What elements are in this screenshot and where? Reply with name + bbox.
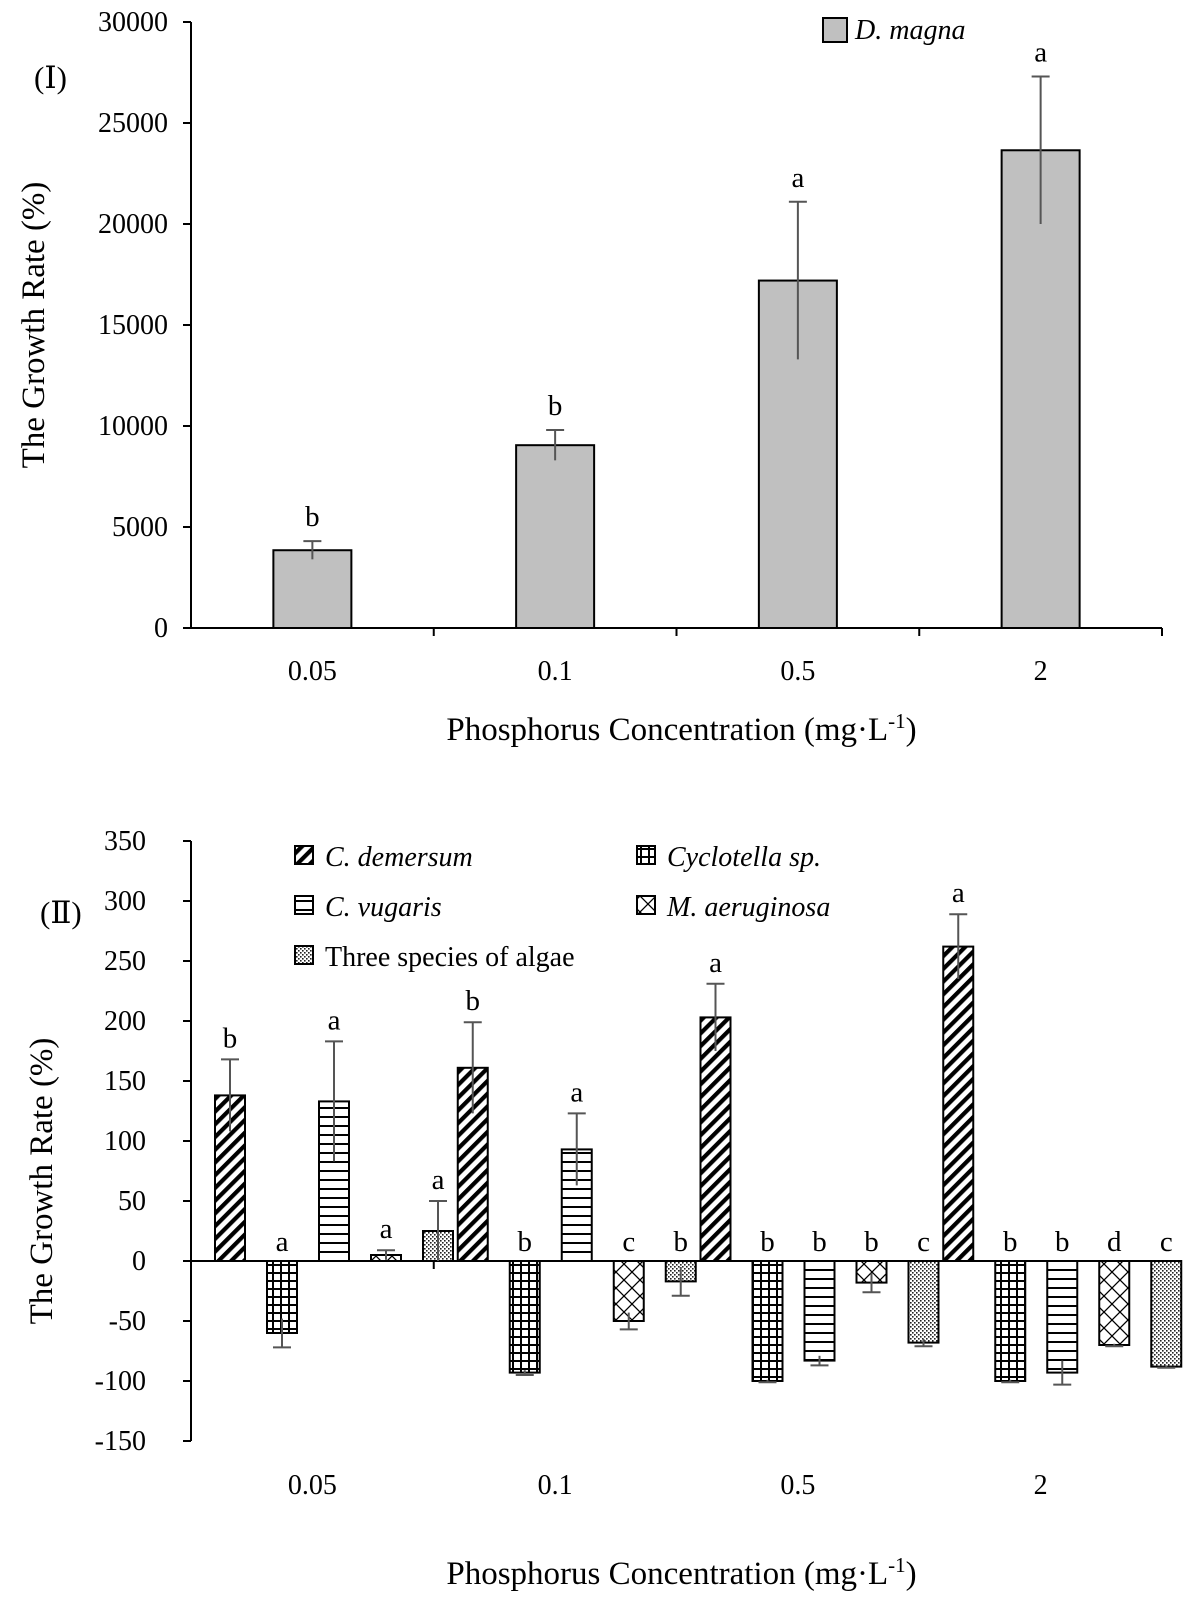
x-axis-label-main: Phosphorus Concentration (mg·L	[446, 712, 888, 748]
bar-crosshatch	[612, 1260, 645, 1322]
significance-letter: b	[674, 1226, 689, 1258]
significance-letter: a	[709, 947, 722, 979]
x-tick-label: 0.5	[780, 1470, 815, 1501]
bar-solid	[272, 549, 353, 629]
significance-letter: b	[1055, 1226, 1070, 1258]
legend-label: D. magna	[854, 15, 965, 46]
x-axis-label-main: Phosphorus Concentration (mg·L	[446, 1556, 888, 1592]
chart-panel-2: (Ⅱ) -150 -100 -50 0 50 100 150 200 250 300 350 0.05 0…	[24, 826, 1183, 1592]
y-tick-label: -50	[109, 1306, 146, 1337]
y-tick-label: 300	[104, 886, 146, 917]
bar-crosshatch	[1098, 1260, 1131, 1346]
legend-swatch	[294, 945, 314, 965]
legend-label: Three species of algae	[325, 942, 575, 973]
y-tick-label: 100	[104, 1126, 146, 1157]
y-tick-label: 5000	[112, 512, 168, 543]
x-tick-label: 0.1	[538, 656, 573, 687]
bar-horizontal	[1046, 1260, 1079, 1374]
significance-letter: a	[432, 1164, 445, 1196]
significance-letter: a	[1034, 37, 1047, 69]
legend-label: M. aeruginosa	[666, 892, 830, 923]
y-tick-label: 200	[104, 1006, 146, 1037]
significance-letter: d	[1107, 1226, 1122, 1258]
panel-label: (Ⅰ)	[34, 60, 67, 95]
y-axis-label: The Growth Rate (%)	[24, 1038, 60, 1325]
significance-letter: b	[812, 1226, 827, 1258]
bar-diagonal	[942, 945, 975, 1262]
significance-letter: b	[305, 501, 320, 533]
significance-letter: a	[570, 1076, 583, 1108]
significance-letter: a	[380, 1213, 393, 1245]
x-tick-label: 0.5	[780, 656, 815, 687]
x-tick-label: 0.1	[538, 1470, 573, 1501]
y-tick-label: 20000	[98, 209, 168, 240]
x-axis-label: Phosphorus Concentration (mg·L-1)	[446, 709, 916, 748]
y-tick-label: 150	[104, 1066, 146, 1097]
y-tick-label: -100	[95, 1366, 146, 1397]
significance-letter: a	[328, 1004, 341, 1036]
significance-letter: c	[917, 1226, 930, 1258]
x-tick-label: 2	[1034, 656, 1048, 687]
significance-letter: b	[548, 390, 563, 422]
x-axis-label-superscript: -1	[888, 709, 906, 733]
y-tick-label: 0	[154, 613, 168, 644]
y-tick-label: 30000	[98, 7, 168, 38]
x-axis-label-superscript: -1	[888, 1553, 906, 1577]
bar-dots	[907, 1260, 940, 1344]
significance-letter: b	[223, 1022, 238, 1054]
x-tick-label: 0.05	[288, 656, 337, 687]
y-tick-label: 0	[132, 1246, 146, 1277]
significance-letter: c	[622, 1226, 635, 1258]
significance-letter: a	[952, 877, 965, 909]
significance-letter: a	[791, 162, 804, 194]
panel-label: (Ⅱ)	[40, 895, 82, 930]
chart-panel-1: (Ⅰ) 0 5000 10000 15000 20000 25000 30000 0.05 0.1…	[16, 7, 1163, 748]
bar-dots	[1150, 1260, 1183, 1368]
x-axis-label: Phosphorus Concentration (mg·L-1)	[446, 1553, 916, 1592]
x-axis-label-close: )	[906, 1556, 917, 1592]
x-tick-label: 2	[1034, 1470, 1048, 1501]
significance-letter: c	[1160, 1226, 1173, 1258]
y-tick-label: 25000	[98, 108, 168, 139]
legend-swatch	[822, 17, 848, 43]
bar-horizontal	[803, 1260, 836, 1362]
y-axis-label: The Growth Rate (%)	[16, 182, 52, 469]
legend-swatch	[294, 895, 314, 915]
x-axis-label-close: )	[906, 712, 917, 748]
legend-label: Cyclotella sp.	[667, 842, 821, 873]
bar-diagonal	[699, 1016, 732, 1263]
legend-label: C. demersum	[325, 842, 473, 873]
legend-swatch	[636, 845, 656, 865]
y-tick-label: 250	[104, 946, 146, 977]
significance-letter: b	[518, 1226, 533, 1258]
y-tick-label: 10000	[98, 411, 168, 442]
significance-letter: a	[276, 1226, 289, 1258]
bar-grid	[994, 1260, 1027, 1382]
significance-letter: b	[760, 1226, 775, 1258]
y-tick-label: 350	[104, 826, 146, 857]
significance-letter: b	[466, 985, 481, 1017]
significance-letter: b	[1003, 1226, 1018, 1258]
x-tick-label: 0.05	[288, 1470, 337, 1501]
bar-solid	[515, 444, 596, 629]
bar-solid	[1000, 149, 1081, 630]
legend-swatch	[294, 845, 314, 865]
significance-letter: b	[864, 1226, 879, 1258]
y-tick-label: 15000	[98, 310, 168, 341]
y-tick-label: 50	[118, 1186, 146, 1217]
y-tick-label: -150	[95, 1426, 146, 1457]
legend-label: C. vugaris	[325, 892, 442, 923]
legend-swatch	[636, 895, 656, 915]
bar-grid	[751, 1260, 784, 1382]
bar-grid	[508, 1260, 541, 1374]
